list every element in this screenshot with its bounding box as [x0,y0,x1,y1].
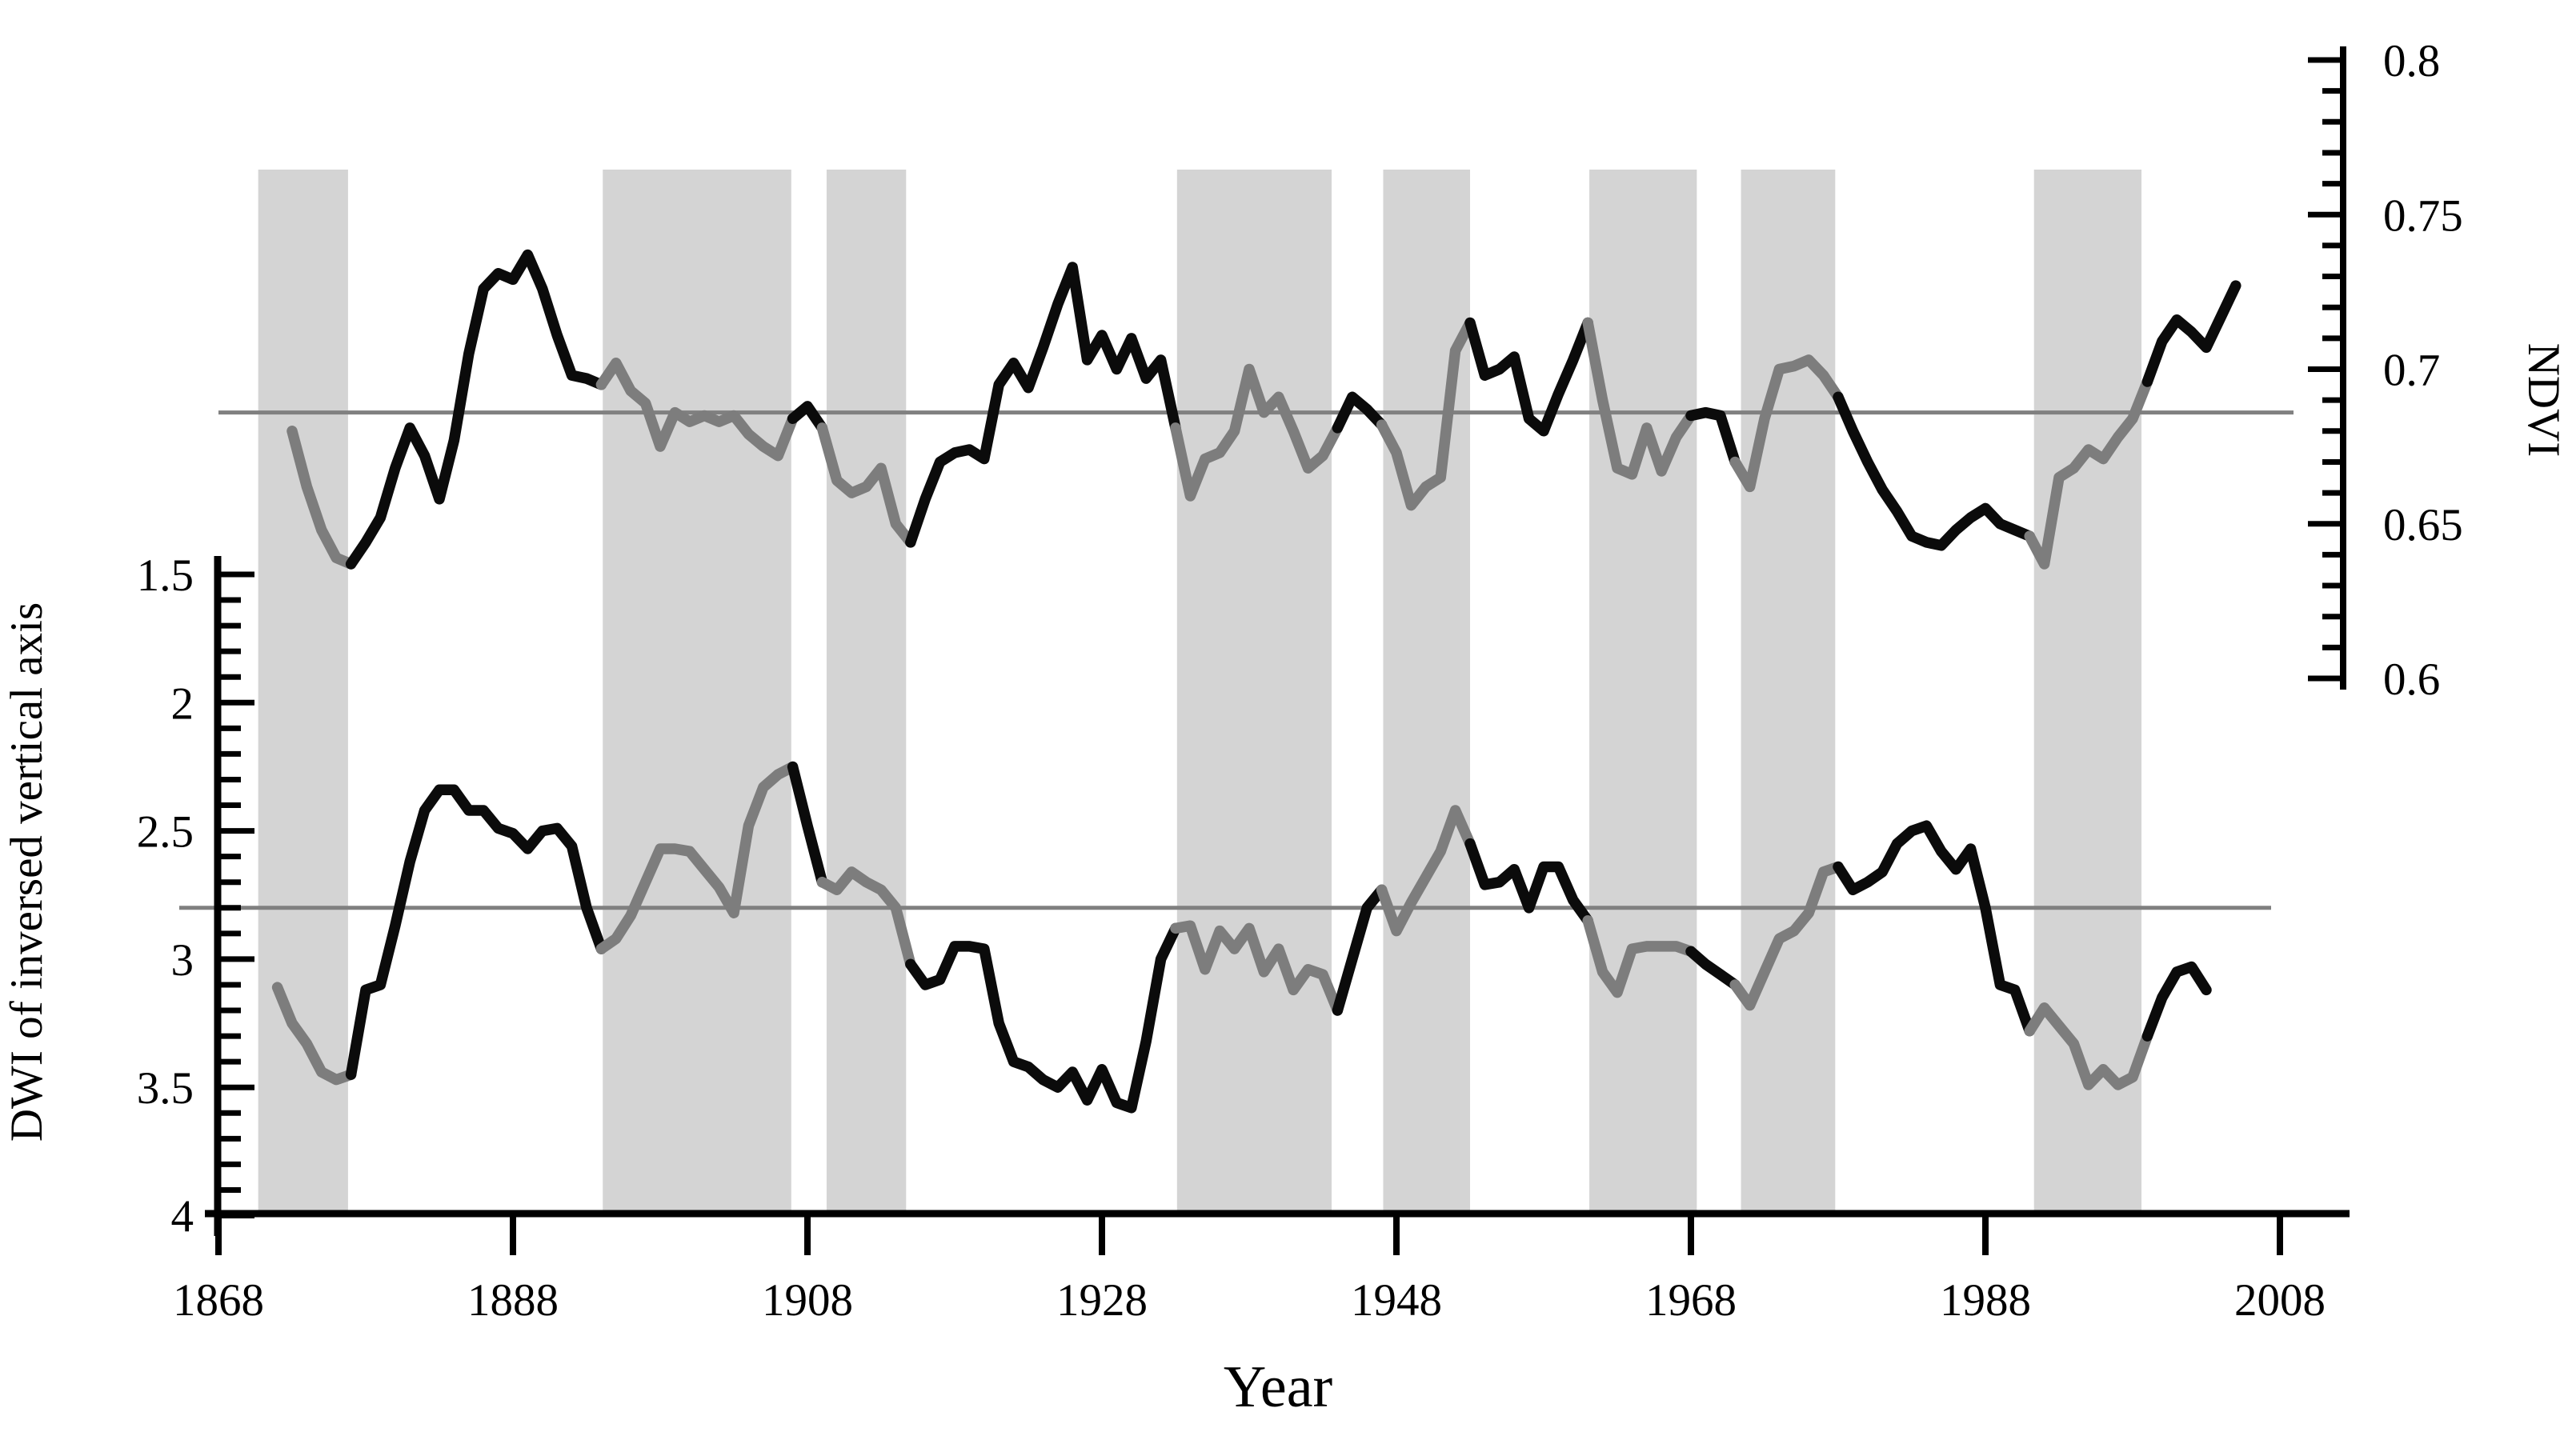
right-axis-tick-label: 0.8 [2383,36,2440,86]
ndvi-curve-segment [345,249,607,570]
right-axis-tick-label: 0.65 [2383,500,2463,550]
ndvi-curve [286,249,2241,570]
ndvi-curve-segment [1833,391,2035,551]
dwi-curve-segment [1332,884,1388,1016]
dwi-curve-segment-drought [1729,861,1844,1011]
axes-group [205,46,2350,1255]
right-axis-title: NDVI [2518,343,2569,457]
drought-band [258,170,348,1210]
dwi-curve-segment-drought [1170,920,1344,1016]
ndvi-curve-segment [905,262,1181,548]
ndvi-curve-segment [1332,391,1388,434]
ndvi-curve-segment-drought [1376,317,1476,511]
dwi-curve-segment [1833,820,2035,1037]
x-axis-tick-label: 1888 [467,1275,559,1326]
dwi-curve-segment [2141,961,2212,1042]
left-axis-title: DWI of inversed vertical axis [2,602,52,1142]
x-axis-tick-label: 1868 [173,1275,264,1326]
drought-band [826,170,907,1210]
left-axis-tick-label: 1.5 [137,550,194,601]
ndvi-curve-segment-drought [1170,363,1344,502]
drought-band [603,170,791,1210]
ndvi-curve-segment [1464,317,1593,437]
drought-band [1589,170,1697,1210]
x-axis-tick-label: 2008 [2234,1275,2326,1326]
ndvi-curve-segment-drought [1582,317,1697,480]
ndvi-curve-segment [1685,406,1741,468]
x-axis-tick-label: 1928 [1056,1275,1148,1326]
right-axis-tick-label: 0.7 [2383,346,2440,396]
x-axis-tick-label: 1948 [1351,1275,1442,1326]
dwi-curve-segment [1685,946,1741,990]
drought-band-group [258,170,2142,1210]
ndvi-curve-segment-drought [2024,376,2153,570]
dwi-curve-segment-drought [595,761,799,954]
x-axis-tick-label: 1968 [1645,1275,1737,1326]
ndvi-curve-segment-drought [595,358,799,462]
right-axis-tick-label: 0.6 [2383,654,2440,705]
left-axis-tick-label: 3 [171,935,194,986]
ndvi-curve-segment [2141,280,2241,387]
ndvi-curve-segment-drought [286,426,357,570]
dwi-curve-segment [345,784,607,1080]
ndvi-curve-segment-drought [1729,354,1844,493]
drought-band [1741,170,1836,1210]
dwi-curve-segment-drought [816,866,916,970]
left-axis-tick-label: 4 [171,1192,194,1242]
dwi-curve-segment-drought [271,982,357,1086]
dwi-curve [271,761,2212,1114]
dwi-curve-segment [1464,838,1593,926]
dwi-curve-segment-drought [1582,915,1697,998]
x-axis-title: Year [1224,1354,1332,1420]
x-axis-tick-label: 1988 [1940,1275,2031,1326]
dwi-curve-segment [787,761,828,888]
drought-band [2033,170,2142,1210]
left-axis-tick-label: 2.5 [137,807,194,858]
ndvi-curve-segment-drought [816,422,916,548]
left-axis-tick-label: 3.5 [137,1063,194,1114]
drought-band [1383,170,1470,1210]
left-axis-tick-label: 2 [171,678,194,729]
right-axis-tick-label: 0.75 [2383,190,2463,241]
dwi-curve-segment-drought [2024,1002,2153,1090]
dwi-curve-segment-drought [1376,805,1476,937]
dwi-curve-segment [905,922,1181,1114]
ndvi-curve-segment [787,401,828,434]
x-axis-tick-label: 1908 [762,1275,853,1326]
drought-band [1176,170,1332,1210]
